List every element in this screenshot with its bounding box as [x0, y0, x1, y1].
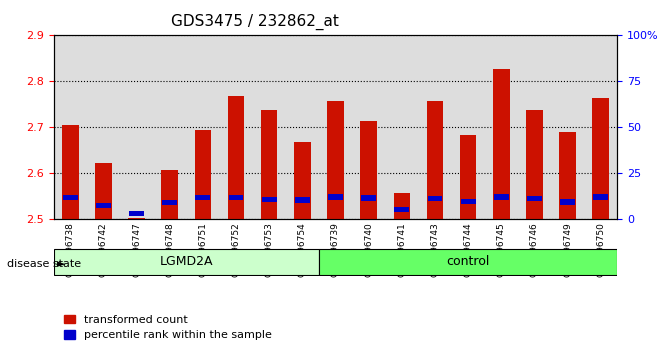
Text: LGMD2A: LGMD2A	[160, 256, 213, 268]
Bar	[295, 198, 310, 203]
Bar	[360, 121, 377, 219]
Bar	[461, 199, 476, 204]
Text: ►: ►	[57, 259, 66, 269]
Bar	[592, 98, 609, 219]
Legend: transformed count, percentile rank within the sample: transformed count, percentile rank withi…	[59, 310, 276, 345]
Bar	[129, 211, 144, 216]
Bar	[187, 35, 219, 219]
Bar	[327, 101, 344, 219]
Bar	[162, 200, 177, 205]
Bar	[294, 142, 311, 219]
Bar	[493, 69, 509, 219]
Bar	[229, 195, 244, 200]
Bar	[593, 194, 608, 200]
Bar	[527, 195, 542, 201]
Bar	[195, 130, 211, 219]
Bar	[153, 35, 187, 219]
Bar	[427, 195, 442, 201]
Bar	[195, 195, 210, 200]
Bar	[493, 69, 509, 219]
Bar	[294, 142, 311, 219]
Bar	[593, 194, 608, 200]
Bar	[261, 110, 278, 219]
Bar	[96, 203, 111, 209]
Bar	[419, 35, 452, 219]
Bar	[395, 207, 409, 212]
Bar	[128, 218, 145, 219]
Bar	[518, 35, 551, 219]
Bar	[560, 132, 576, 219]
Bar	[286, 35, 319, 219]
Bar	[328, 194, 343, 200]
FancyBboxPatch shape	[319, 249, 617, 275]
Bar	[319, 35, 352, 219]
Bar	[261, 110, 278, 219]
Bar	[63, 195, 78, 200]
Bar	[560, 199, 575, 205]
Bar	[352, 35, 385, 219]
Bar	[227, 96, 244, 219]
Bar	[461, 199, 476, 204]
Bar	[62, 125, 79, 219]
Bar	[361, 195, 376, 201]
Bar	[262, 197, 276, 202]
Bar	[328, 194, 343, 200]
Bar	[128, 218, 145, 219]
Bar	[195, 195, 210, 200]
Bar	[162, 170, 178, 219]
Bar	[252, 35, 286, 219]
Bar	[361, 195, 376, 201]
Bar	[452, 35, 484, 219]
Bar	[584, 35, 617, 219]
Bar	[295, 198, 310, 203]
Bar	[54, 35, 87, 219]
Bar	[427, 101, 444, 219]
Bar	[95, 163, 111, 219]
Bar	[360, 121, 377, 219]
Bar	[120, 35, 153, 219]
Bar	[229, 195, 244, 200]
Bar	[526, 110, 543, 219]
Text: GDS3475 / 232862_at: GDS3475 / 232862_at	[171, 14, 339, 30]
Bar	[327, 101, 344, 219]
Bar	[262, 197, 276, 202]
Bar	[427, 101, 444, 219]
Bar	[227, 96, 244, 219]
Bar	[560, 199, 575, 205]
Bar	[162, 170, 178, 219]
Bar	[62, 125, 79, 219]
Bar	[95, 163, 111, 219]
Bar	[162, 200, 177, 205]
Bar	[395, 207, 409, 212]
Bar	[63, 195, 78, 200]
Bar	[460, 135, 476, 219]
Bar	[560, 132, 576, 219]
Text: disease state: disease state	[7, 259, 81, 269]
Text: control: control	[446, 256, 490, 268]
Bar	[129, 211, 144, 216]
Bar	[87, 35, 120, 219]
Bar	[393, 193, 410, 219]
Bar	[219, 35, 252, 219]
Bar	[484, 35, 518, 219]
Bar	[393, 193, 410, 219]
Bar	[526, 110, 543, 219]
Bar	[460, 135, 476, 219]
Bar	[527, 195, 542, 201]
Bar	[96, 203, 111, 209]
Bar	[385, 35, 419, 219]
Bar	[551, 35, 584, 219]
Bar	[592, 98, 609, 219]
Bar	[494, 194, 509, 200]
Bar	[427, 195, 442, 201]
Bar	[494, 194, 509, 200]
FancyBboxPatch shape	[54, 249, 319, 275]
Bar	[195, 130, 211, 219]
